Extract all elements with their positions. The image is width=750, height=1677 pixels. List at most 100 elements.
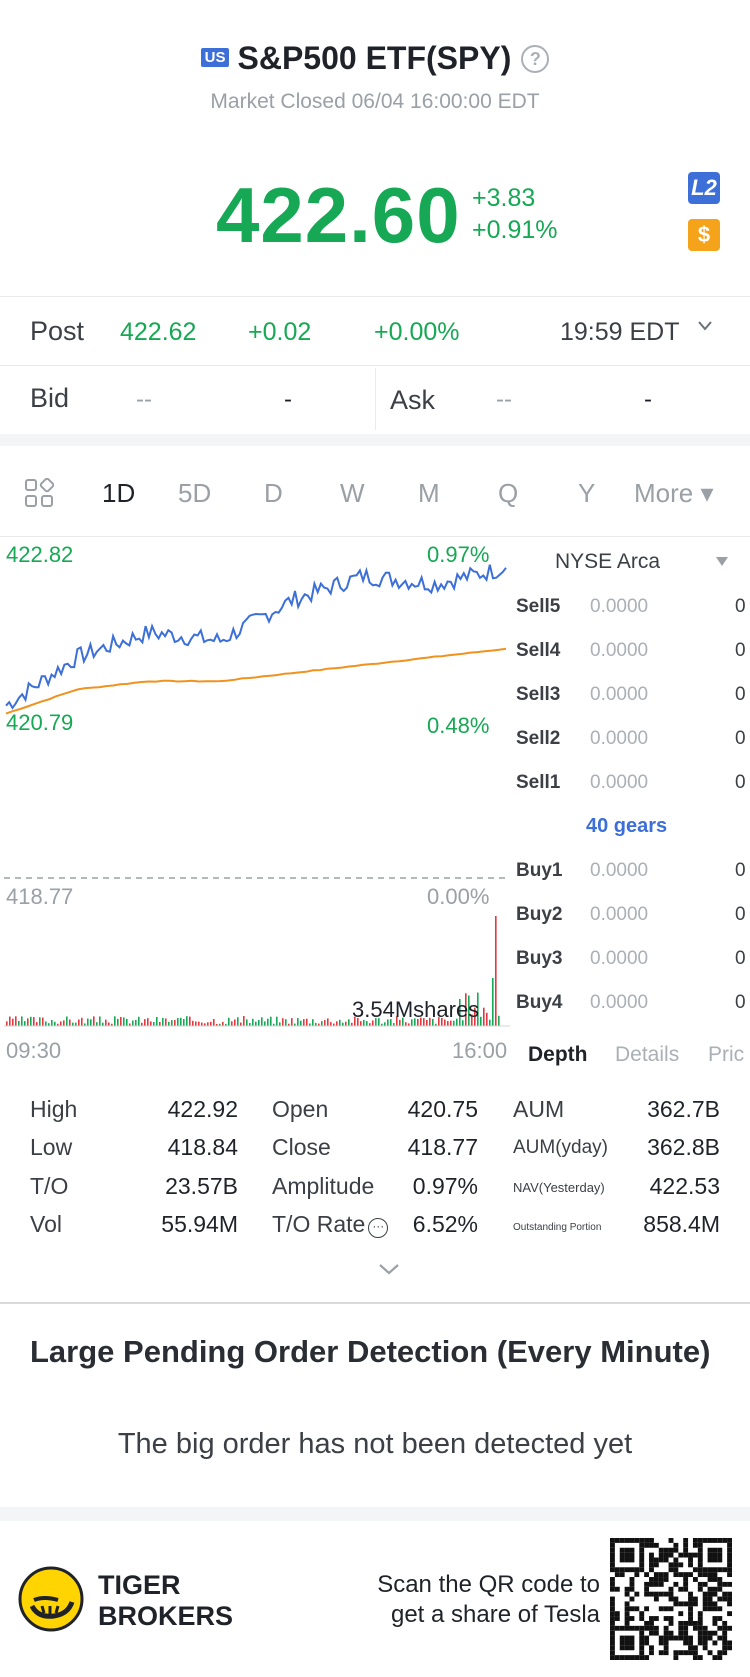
chevron-down-icon[interactable] — [697, 318, 713, 334]
tab-more[interactable]: More ▾ — [634, 478, 714, 508]
volume-bar — [357, 1017, 359, 1026]
exchange-selector[interactable]: NYSE Arca — [555, 550, 661, 573]
volume-bar — [30, 1016, 32, 1026]
volume-bar — [105, 1019, 107, 1026]
chart-prev-close: 418.77 — [6, 884, 74, 909]
price-line — [5, 564, 507, 710]
volume-bar — [285, 1019, 287, 1026]
chart-high-price: 422.82 — [6, 542, 74, 567]
volume-bar — [375, 1018, 377, 1026]
volume-bar — [360, 1021, 362, 1026]
stat-aum-yday-label: AUM(yday) — [513, 1137, 609, 1158]
volume-bar — [402, 1017, 404, 1026]
volume-bar — [192, 1020, 194, 1026]
divider — [0, 296, 750, 297]
volume-bar — [33, 1017, 35, 1026]
volume-bar — [213, 1019, 215, 1026]
tab-m[interactable]: M — [418, 478, 440, 508]
volume-bar — [480, 1016, 482, 1026]
caret-down-icon[interactable] — [716, 557, 728, 567]
stat-to-label: T/O — [30, 1173, 69, 1199]
volume-bar — [165, 1018, 167, 1026]
bid-label: Bid — [30, 383, 70, 413]
stat-aum-yday-value: 362.8B — [647, 1134, 720, 1160]
tab-depth[interactable]: Depth — [528, 1043, 588, 1066]
buy3-qty: 0 — [735, 948, 746, 969]
tab-d[interactable]: D — [264, 478, 283, 508]
stat-nav-value: 422.53 — [649, 1173, 720, 1199]
tab-5d[interactable]: 5D — [178, 478, 212, 508]
volume-bar — [156, 1016, 158, 1026]
volume-bar — [15, 1016, 17, 1026]
volume-bar — [378, 1018, 380, 1026]
volume-bar — [372, 1020, 374, 1026]
volume-bar — [465, 993, 467, 1026]
tab-q[interactable]: Q — [498, 478, 519, 508]
volume-bar — [327, 1018, 329, 1026]
volume-bar — [9, 1016, 11, 1026]
volume-bar — [333, 1023, 335, 1026]
volume-bar — [279, 1022, 281, 1026]
volume-bar — [363, 1019, 365, 1026]
volume-bar — [27, 1018, 29, 1026]
stat-to-rate-value: 6.52% — [412, 1211, 478, 1237]
volume-bar — [492, 978, 494, 1026]
volume-bar — [12, 1018, 14, 1026]
volume-bar — [453, 1020, 455, 1026]
stat-vol-label: Vol — [30, 1211, 62, 1237]
volume-bar — [276, 1016, 278, 1026]
page-title: S&P500 ETF(SPY) — [237, 40, 512, 76]
gears-link[interactable]: 40 gears — [586, 815, 668, 837]
volume-bar — [420, 1017, 422, 1026]
stat-low-label: Low — [30, 1134, 73, 1160]
volume-bar — [315, 1022, 317, 1026]
volume-bar — [141, 1022, 143, 1026]
volume-bar — [300, 1020, 302, 1026]
tab-price[interactable]: Pric — [708, 1043, 745, 1066]
l2-icon[interactable]: L2 — [688, 172, 720, 204]
market-status: Market Closed 06/04 16:00:00 EDT — [210, 90, 540, 113]
divider — [0, 536, 750, 537]
question-circle-icon[interactable]: ? — [521, 45, 550, 73]
volume-bar — [441, 1017, 443, 1026]
volume-bar — [201, 1022, 203, 1026]
volume-bar — [354, 1016, 356, 1026]
volume-bar — [306, 1018, 308, 1026]
tab-w[interactable]: W — [340, 478, 365, 508]
dollar-icon[interactable]: $ — [688, 219, 720, 251]
stat-close-label: Close — [272, 1134, 331, 1160]
volume-bar — [342, 1022, 344, 1026]
volume-bar — [381, 1023, 383, 1026]
volume-bar — [138, 1016, 140, 1026]
volume-bar — [111, 1023, 113, 1026]
volume-bar — [288, 1023, 290, 1026]
qr-code — [610, 1538, 732, 1660]
post-time[interactable]: 19:59 EDT — [560, 318, 680, 346]
last-price: 422.60 — [216, 171, 461, 259]
stat-outstanding-value: 858.4M — [643, 1211, 720, 1237]
section-separator — [0, 434, 750, 446]
volume-bar — [408, 1023, 410, 1026]
buy3-price: 0.0000 — [590, 948, 649, 969]
expand-chevron-icon[interactable] — [378, 1262, 400, 1276]
intraday-chart[interactable] — [0, 538, 512, 1058]
volume-bar — [81, 1017, 83, 1026]
volume-bar — [189, 1016, 191, 1026]
chart-time-start: 09:30 — [6, 1038, 62, 1063]
info-icon[interactable]: ··· — [368, 1218, 389, 1238]
volume-bar — [21, 1016, 23, 1026]
volume-bar — [261, 1017, 263, 1026]
volume-bar — [72, 1022, 74, 1026]
price-change: +3.83 — [472, 184, 536, 212]
tab-1d[interactable]: 1D — [102, 478, 136, 508]
volume-bar — [36, 1022, 38, 1026]
volume-bar — [495, 916, 497, 1026]
volume-bar — [117, 1018, 119, 1026]
tab-details[interactable]: Details — [615, 1043, 680, 1066]
volume-bar — [399, 1019, 401, 1026]
sell3-label: Sell3 — [516, 684, 561, 705]
stat-close-value: 418.77 — [407, 1134, 478, 1160]
tab-y[interactable]: Y — [578, 478, 596, 508]
volume-bar — [267, 1018, 269, 1026]
grid-icon[interactable] — [24, 478, 54, 508]
